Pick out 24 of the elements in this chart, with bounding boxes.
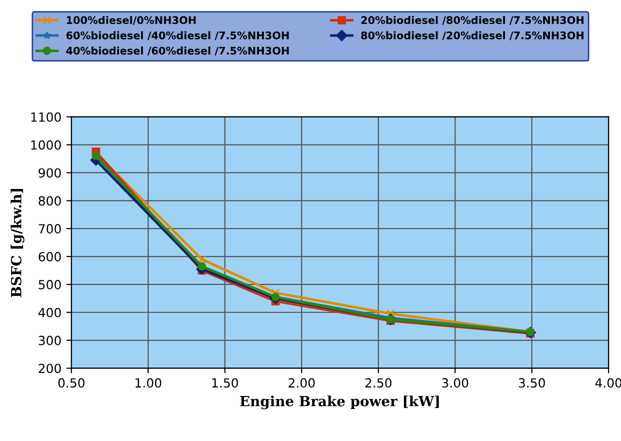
y-tick-label: 200 xyxy=(38,364,61,374)
x-tick-label: 3.50 xyxy=(518,378,545,388)
y-tick-label: 400 xyxy=(38,308,61,318)
legend-label: 20%biodiesel /80%diesel /7.5%NH3OH xyxy=(361,16,584,25)
x-tick-label: 1.00 xyxy=(136,378,162,388)
y-axis-title: BSFC [g/kw.h] xyxy=(10,189,24,298)
legend-label: 60%biodiesel /40%diesel /7.5%NH3OH xyxy=(66,31,289,40)
x-tick-label: 2.50 xyxy=(365,378,392,388)
y-tick-label: 800 xyxy=(38,196,61,206)
legend-label: 100%diesel/0%NH3OH xyxy=(66,16,196,25)
y-tick-label: 500 xyxy=(38,280,61,290)
y-tick-label: 300 xyxy=(38,336,61,346)
x-axis-title: Engine Brake power [kW] xyxy=(240,396,439,410)
y-tick-label: 700 xyxy=(38,224,61,234)
y-tick-label: 1000 xyxy=(31,140,61,150)
legend-label: 80%biodiesel /20%diesel /7.5%NH3OH xyxy=(361,31,584,40)
y-tick-label: 600 xyxy=(38,252,61,262)
y-tick-label: 900 xyxy=(38,168,61,178)
legend-label: 40%biodiesel /60%diesel /7.5%NH3OH xyxy=(66,46,289,56)
y-tick-label: 1100 xyxy=(31,112,61,122)
x-tick-label: 0.50 xyxy=(58,378,84,388)
x-tick-label: 2.00 xyxy=(288,378,315,388)
x-tick-label: 1.50 xyxy=(212,378,238,388)
x-tick-label: 3.00 xyxy=(442,378,468,388)
